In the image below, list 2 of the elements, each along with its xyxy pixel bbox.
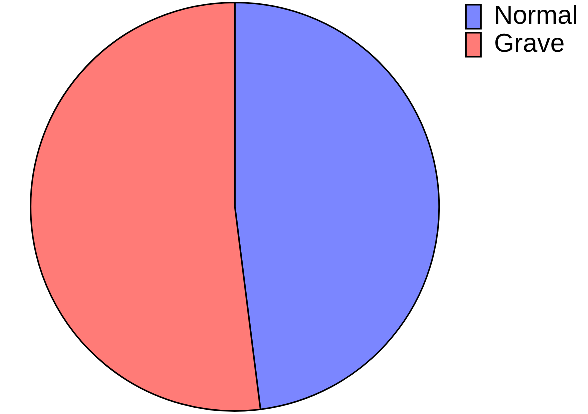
legend-label: Normal xyxy=(494,0,578,30)
legend-label: Grave xyxy=(494,28,566,58)
